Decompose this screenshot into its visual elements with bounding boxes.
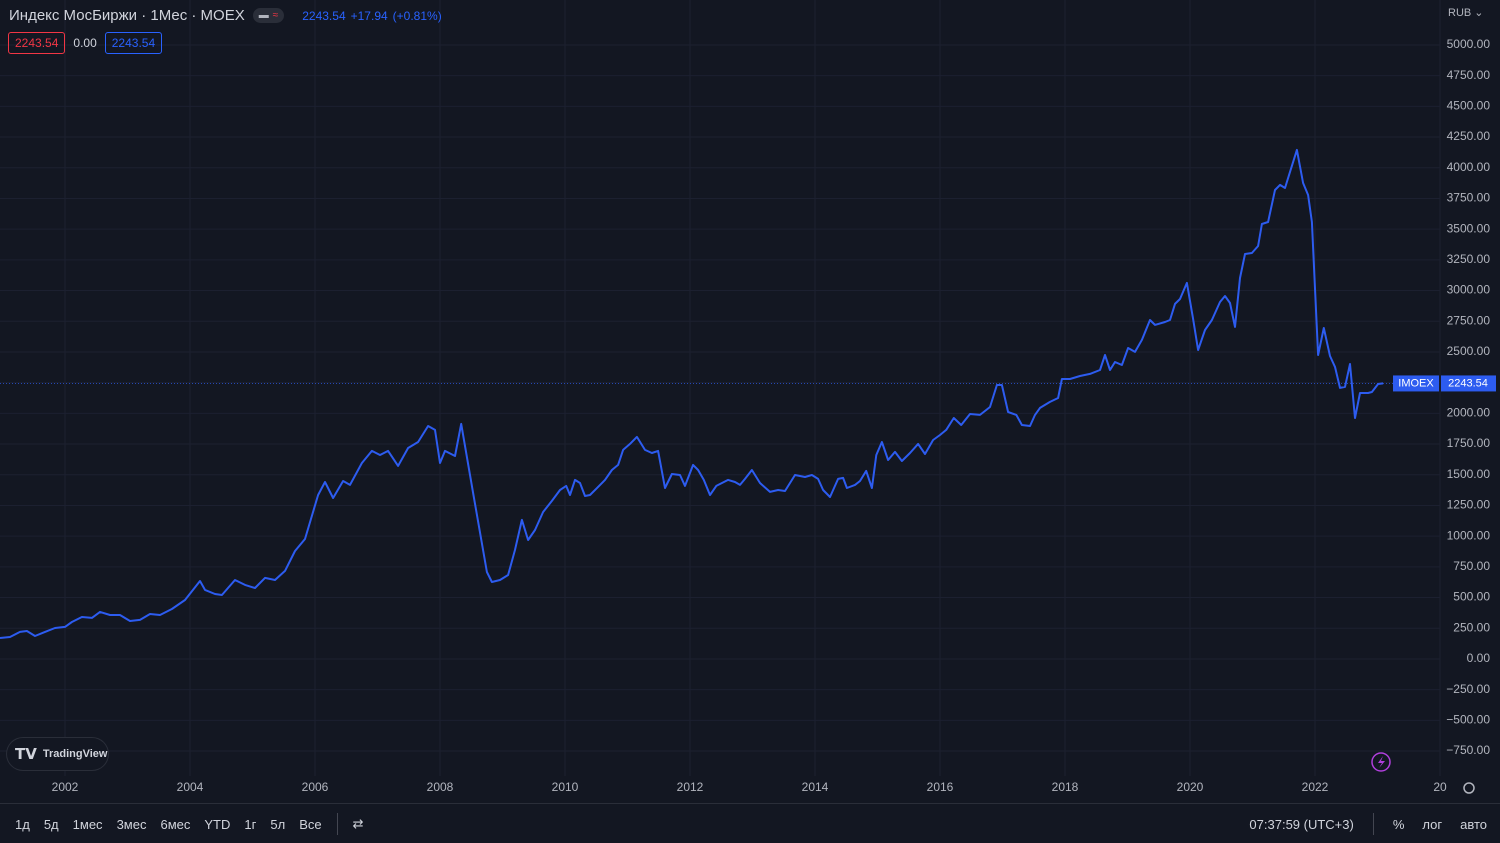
header: Индекс МосБиржи · 1Мес · MOEX ▬ ≈ 2243.54… bbox=[9, 7, 442, 24]
range-button[interactable]: 1г bbox=[244, 816, 257, 832]
range-button[interactable]: YTD bbox=[204, 816, 231, 832]
range-button[interactable]: 5д bbox=[43, 816, 59, 832]
logo-text: TradingView bbox=[42, 748, 108, 760]
price-box: 2243.54 bbox=[8, 32, 66, 54]
y-tick-label: 1500.00 bbox=[1447, 467, 1491, 481]
y-tick-label: 2750.00 bbox=[1447, 313, 1491, 327]
price-box: 2243.54 bbox=[104, 32, 163, 54]
symbol-tag-label: IMOEX bbox=[1398, 377, 1434, 389]
y-tick-label: 1000.00 bbox=[1447, 528, 1491, 542]
y-tick-label: 4500.00 bbox=[1447, 99, 1491, 113]
y-tick-label: 3500.00 bbox=[1447, 221, 1491, 235]
lightning-bolt bbox=[1378, 756, 1385, 768]
range-button[interactable]: Все bbox=[299, 816, 322, 832]
y-tick-label: 1250.00 bbox=[1447, 498, 1491, 512]
y-tick-label: 250.00 bbox=[1453, 620, 1490, 634]
range-button[interactable]: 3мес bbox=[116, 816, 147, 832]
x-tick-label: 2022 bbox=[1302, 780, 1329, 794]
change-pct: (+0.81%) bbox=[392, 8, 442, 23]
change: +17.94 bbox=[350, 8, 388, 23]
compare-button[interactable]: ⇄ bbox=[352, 816, 364, 831]
icon: ▬ bbox=[258, 10, 269, 21]
y-tick-label: −250.00 bbox=[1446, 682, 1490, 696]
currency-label: RUB bbox=[1448, 7, 1472, 19]
y-tick-label: 500.00 bbox=[1453, 590, 1490, 604]
x-tick-label: 2012 bbox=[677, 780, 704, 794]
y-tick-label: 4000.00 bbox=[1447, 160, 1491, 174]
range-button[interactable]: 6мес bbox=[160, 816, 191, 832]
y-tick-label: 5000.00 bbox=[1447, 37, 1491, 51]
y-tick-label: 1750.00 bbox=[1447, 436, 1491, 450]
symbol-tag bbox=[1393, 375, 1439, 392]
toggle[interactable]: ▬ ≈ bbox=[252, 8, 285, 23]
quote: 2243.54 +17.94 (+0.81%) bbox=[302, 9, 441, 23]
x-tick-label: 2020 bbox=[1177, 780, 1204, 794]
price-box: 0.00 bbox=[73, 36, 97, 50]
y-tick-label: 4750.00 bbox=[1447, 68, 1491, 82]
scale-option[interactable]: авто bbox=[1460, 816, 1487, 832]
y-tick-label: 3000.00 bbox=[1447, 283, 1491, 297]
separator bbox=[1372, 813, 1374, 835]
x-tick-label: 2006 bbox=[302, 780, 329, 794]
y-tick-label: −500.00 bbox=[1446, 713, 1490, 727]
x-tick-label: 2014 bbox=[802, 780, 829, 794]
logo-icon: 𝗧𝗩 bbox=[15, 746, 37, 763]
x-tick-label: 20 bbox=[1433, 780, 1447, 794]
y-tick-label: 2000.00 bbox=[1447, 406, 1491, 420]
ranges: 1д 5д 1мес 3мес 6мес YTD 1г 5л Все bbox=[0, 817, 329, 832]
icon: ≈ bbox=[272, 10, 279, 21]
scale-option[interactable]: % bbox=[1392, 816, 1405, 832]
price-line-series bbox=[0, 148, 1384, 639]
toolbar: 1д 5д 1мес 3мес 6мес YTD 1г 5л Все ⇄ 07:37:59 (U… bbox=[0, 803, 1500, 843]
range-button[interactable]: 1д bbox=[15, 816, 30, 832]
price: 2243.54 bbox=[302, 8, 346, 23]
chart: −750.00 −500.00 −250.00 0.00 250.00 500.00 750… bbox=[0, 0, 1496, 794]
clock[interactable]: 07:37:59 (UTC+3) bbox=[1249, 816, 1354, 832]
symbol-title: Индекс МосБиржи · 1Мес · MOEX bbox=[9, 7, 245, 24]
y-tick-label: 3750.00 bbox=[1447, 191, 1491, 205]
x-tick-label: 2004 bbox=[177, 780, 204, 794]
options: 07:37:59 (UTC+3) % лог авто bbox=[1242, 813, 1500, 835]
price-boxes: 2243.54 0.00 2243.54 bbox=[8, 32, 163, 54]
price-tag-label: 2243.54 bbox=[1448, 377, 1488, 389]
range-button[interactable]: 1мес bbox=[72, 816, 103, 832]
x-tick-label: 2008 bbox=[427, 780, 454, 794]
lightning-icon bbox=[1371, 752, 1391, 772]
settings-icon bbox=[1463, 782, 1475, 794]
currency[interactable]: RUB ⌄ bbox=[1448, 7, 1484, 19]
y-tick-label: −750.00 bbox=[1446, 743, 1490, 757]
y-tick-label: 3250.00 bbox=[1447, 252, 1491, 266]
separator bbox=[336, 813, 338, 835]
y-tick-label: 4250.00 bbox=[1447, 129, 1491, 143]
logo[interactable]: 𝗧𝗩 TradingView bbox=[7, 738, 108, 770]
price-tag bbox=[1441, 375, 1496, 392]
x-tick-label: 2002 bbox=[52, 780, 79, 794]
x-tick-label: 2016 bbox=[927, 780, 954, 794]
x-tick-label: 2018 bbox=[1052, 780, 1079, 794]
x-tick-label: 2010 bbox=[552, 780, 579, 794]
y-tick-label: 2500.00 bbox=[1447, 344, 1491, 358]
range-button[interactable]: 5л bbox=[270, 816, 286, 832]
y-tick-label: 0.00 bbox=[1467, 651, 1491, 665]
y-tick-label: 750.00 bbox=[1453, 559, 1490, 573]
scale-option[interactable]: лог bbox=[1422, 816, 1443, 832]
